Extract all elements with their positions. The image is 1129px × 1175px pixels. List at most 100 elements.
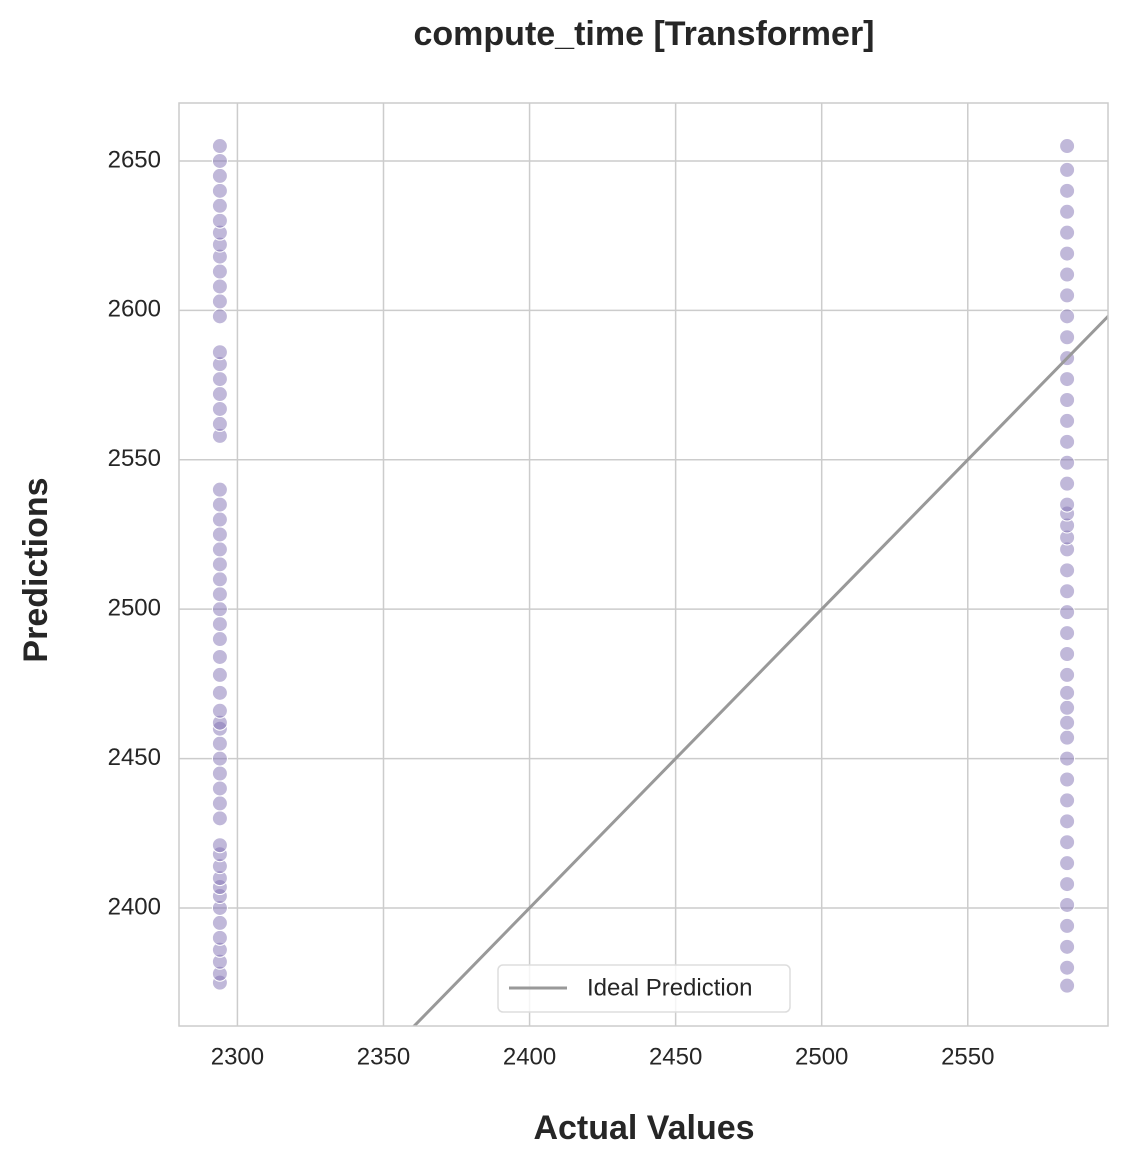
scatter-point <box>211 648 228 665</box>
scatter-point <box>1059 392 1076 409</box>
scatter-point <box>1059 771 1076 788</box>
scatter-point <box>1059 203 1076 220</box>
scatter-point <box>1059 496 1076 513</box>
y-axis-label: Predictions <box>17 477 55 662</box>
y-tick-label: 2400 <box>108 893 161 920</box>
scatter-point <box>1059 562 1076 579</box>
scatter-point <box>211 541 228 558</box>
chart-title: compute_time [Transformer] <box>414 15 875 53</box>
scatter-point <box>211 750 228 767</box>
scatter-point <box>1059 371 1076 388</box>
legend-box <box>497 964 791 1013</box>
scatter-point <box>211 702 228 719</box>
y-tick-label: 2500 <box>108 595 161 622</box>
scatter-point <box>211 167 228 184</box>
scatter-point <box>211 556 228 573</box>
y-tick-label: 2550 <box>108 445 161 472</box>
scatter-point <box>211 344 228 361</box>
x-tick-label: 2300 <box>211 1043 264 1070</box>
scatter-point <box>1059 245 1076 262</box>
legend: Ideal Prediction <box>497 964 791 1013</box>
scatter-point <box>211 684 228 701</box>
y-tick-label: 2650 <box>108 146 161 173</box>
x-tick-label: 2450 <box>649 1043 702 1070</box>
plot-area <box>211 138 1108 1026</box>
scatter-point <box>1059 959 1076 976</box>
scatter-point <box>211 526 228 543</box>
scatter-point <box>1059 224 1076 241</box>
scatter-point <box>1059 412 1076 429</box>
scatter-point <box>211 780 228 797</box>
scatter-point <box>1059 329 1076 346</box>
scatter-point <box>1059 625 1076 642</box>
scatter-point <box>1059 792 1076 809</box>
scatter-point <box>1059 138 1076 155</box>
scatter-point <box>211 571 228 588</box>
scatter-point <box>211 631 228 648</box>
y-tick-label: 2450 <box>108 744 161 771</box>
scatter-point <box>211 415 228 432</box>
scatter-point <box>211 293 228 310</box>
scatter-point <box>211 400 228 417</box>
scatter-point <box>211 278 228 295</box>
scatter-point <box>1059 583 1076 600</box>
scatter-point <box>1059 161 1076 178</box>
scatter-point <box>211 182 228 199</box>
scatter-point <box>1059 714 1076 731</box>
x-axis-label: Actual Values <box>533 1109 754 1147</box>
scatter-point <box>211 371 228 388</box>
scatter-point <box>1059 433 1076 450</box>
scatter-point <box>211 263 228 280</box>
scatter-point <box>211 765 228 782</box>
plot-frame <box>178 102 1109 1027</box>
scatter-point <box>211 197 228 214</box>
scatter-point <box>211 308 228 325</box>
scatter-point <box>211 601 228 618</box>
scatter-point <box>1059 834 1076 851</box>
scatter-point <box>211 616 228 633</box>
scatter-point <box>211 481 228 498</box>
scatter-point <box>1059 266 1076 283</box>
scatter-point <box>211 929 228 946</box>
scatter-point <box>211 795 228 812</box>
scatter-point <box>211 511 228 528</box>
scatter-point <box>1059 684 1076 701</box>
scatter-point <box>1059 729 1076 746</box>
scatter-point <box>211 837 228 854</box>
scatter-point <box>211 666 228 683</box>
scatter-point <box>1059 876 1076 893</box>
scatter-point <box>211 496 228 513</box>
scatter-point <box>1059 813 1076 830</box>
scatter-point <box>1059 917 1076 934</box>
scatter-point <box>1059 645 1076 662</box>
scatter-point <box>211 386 228 403</box>
ideal-line <box>412 314 1108 1026</box>
grid <box>179 103 1108 1026</box>
scatter-point <box>1059 666 1076 683</box>
scatter-point <box>1059 896 1076 913</box>
x-tick-label: 2550 <box>941 1043 994 1070</box>
x-tick-label: 2500 <box>795 1043 848 1070</box>
scatter-point <box>211 212 228 229</box>
scatter-point <box>211 914 228 931</box>
scatter-point <box>1059 308 1076 325</box>
legend-label: Ideal Prediction <box>587 974 752 1001</box>
scatter-point <box>1059 287 1076 304</box>
scatter-point <box>211 810 228 827</box>
scatter-point <box>1059 855 1076 872</box>
scatter-point <box>1059 938 1076 955</box>
scatter-point <box>211 586 228 603</box>
scatter-point <box>211 735 228 752</box>
scatter-point <box>1059 977 1076 994</box>
scatter-point <box>1059 454 1076 471</box>
scatter-point <box>211 138 228 155</box>
scatter-point <box>1059 475 1076 492</box>
scatter-point <box>211 152 228 169</box>
scatter-point <box>1059 750 1076 767</box>
x-tick-label: 2400 <box>503 1043 556 1070</box>
scatter-point <box>1059 604 1076 621</box>
scatter-point <box>1059 699 1076 716</box>
